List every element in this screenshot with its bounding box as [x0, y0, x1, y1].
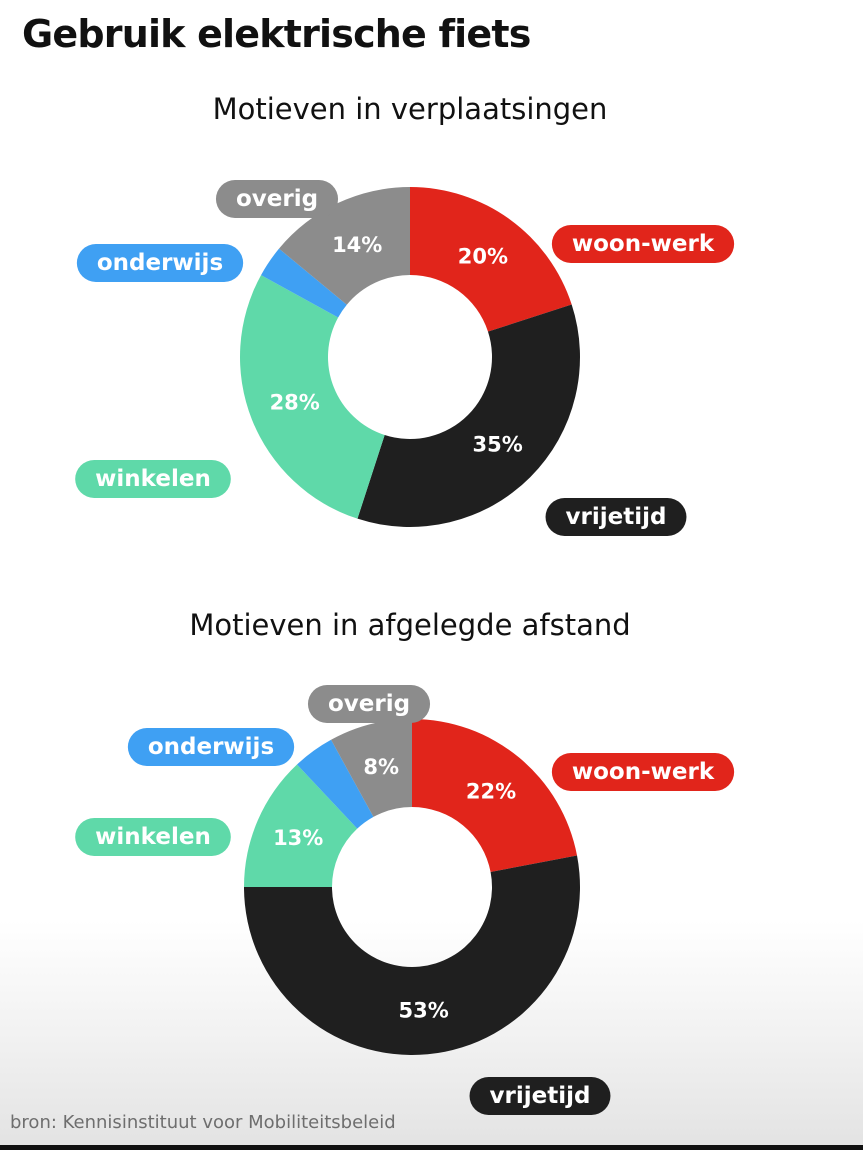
- legend-label-woon-werk: woon-werk: [572, 759, 715, 785]
- slice-onderwijs: [296, 739, 374, 829]
- legend-pill-bg: [127, 728, 295, 766]
- data-label-vrijetijd: 35%: [473, 433, 523, 457]
- legend-label-vrijetijd: vrijetijd: [490, 1083, 591, 1109]
- legend-pill-winkelen: winkelen: [75, 460, 231, 498]
- legend-pill-bg: [469, 1077, 611, 1115]
- data-label-overig: 8%: [363, 755, 399, 779]
- legend-pill-bg: [75, 460, 231, 498]
- legend-pill-bg: [307, 685, 431, 723]
- data-label-vrijetijd: 53%: [399, 998, 449, 1022]
- legend-pill-winkelen: winkelen: [75, 818, 231, 856]
- legend-pill-bg: [551, 225, 735, 263]
- slice-onderwijs: [261, 248, 347, 318]
- legend-pill-bg: [76, 244, 244, 282]
- legend-pill-overig: overig: [215, 180, 339, 218]
- slice-winkelen: [244, 764, 358, 887]
- slice-woon-werk: [410, 187, 572, 332]
- data-label-winkelen: 28%: [270, 391, 320, 415]
- legend-label-onderwijs: onderwijs: [148, 734, 274, 760]
- donut-chart-verplaatsingen: 20% 35% 28% 14% woon-werk vrijetijd winkelen on…: [75, 180, 735, 536]
- slice-overig: [331, 719, 412, 817]
- bottom-divider: [0, 1145, 863, 1150]
- page-title: Gebruik elektrische fiets: [22, 12, 531, 56]
- legend-pill-vrijetijd: vrijetijd: [545, 498, 687, 536]
- legend-pill-bg: [215, 180, 339, 218]
- slice-winkelen: [239, 275, 385, 519]
- slice-woon-werk: [412, 719, 578, 873]
- slice-vrijetijd: [244, 855, 580, 1056]
- chart-title-afstand: Motieven in afgelegde afstand: [189, 608, 631, 642]
- slice-overig: [279, 187, 410, 305]
- legend-label-vrijetijd: vrijetijd: [566, 504, 667, 530]
- legend-pill-bg: [75, 818, 231, 856]
- legend-pill-overig: overig: [307, 685, 431, 723]
- legend-label-winkelen: winkelen: [95, 824, 211, 850]
- data-label-winkelen: 13%: [273, 826, 323, 850]
- data-label-woon-werk: 20%: [458, 245, 508, 269]
- legend-pill-bg: [551, 753, 735, 791]
- legend-pill-onderwijs: onderwijs: [76, 244, 244, 282]
- chart-title-verplaatsingen: Motieven in verplaatsingen: [212, 92, 608, 126]
- source-note: bron: Kennisinstituut voor Mobiliteitsbe…: [10, 1112, 396, 1133]
- data-label-overig: 14%: [332, 233, 382, 257]
- legend-pill-vrijetijd: vrijetijd: [469, 1077, 611, 1115]
- legend-pill-bg: [545, 498, 687, 536]
- legend-label-overig: overig: [328, 691, 410, 717]
- slice-vrijetijd: [357, 304, 581, 527]
- data-label-woon-werk: 22%: [466, 779, 516, 803]
- legend-pill-onderwijs: onderwijs: [127, 728, 295, 766]
- donut-chart-afstand: 22% 53% 13% 8% woon-werk vrijetijd winkelen ond…: [75, 685, 735, 1115]
- legend-label-winkelen: winkelen: [95, 466, 211, 492]
- legend-label-overig: overig: [236, 186, 318, 212]
- legend-label-onderwijs: onderwijs: [97, 250, 223, 276]
- legend-label-woon-werk: woon-werk: [572, 231, 715, 257]
- legend-pill-woon-werk: woon-werk: [551, 753, 735, 791]
- legend-pill-woon-werk: woon-werk: [551, 225, 735, 263]
